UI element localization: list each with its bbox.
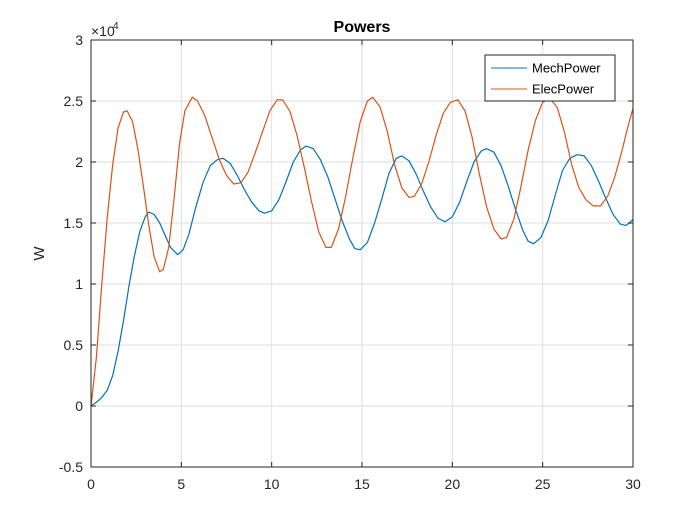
series-layer xyxy=(90,96,634,407)
y-axis-exponent: ×10 4 xyxy=(91,21,119,39)
chart-title: Powers xyxy=(334,19,391,36)
y-tick-label: 1 xyxy=(75,276,83,292)
x-tick-label: 20 xyxy=(445,476,461,492)
y-tick-label: -0.5 xyxy=(59,459,83,475)
series-line-mechpower xyxy=(90,145,634,407)
x-tick-label: 30 xyxy=(625,476,641,492)
axis-ticks xyxy=(90,39,634,468)
y-exponent-base: ×10 xyxy=(91,23,115,39)
y-tick-label: 0.5 xyxy=(64,337,84,353)
legend-label-mechpower: MechPower xyxy=(532,61,601,76)
legend-label-elecpower: ElecPower xyxy=(532,82,595,97)
axis-tick-labels: 0 5 10 15 20 25 30-0.500.511.522.53 xyxy=(59,32,641,492)
y-tick-label: 2 xyxy=(75,154,83,170)
legend-box xyxy=(484,54,616,102)
x-tick-label: 0 xyxy=(87,476,95,492)
y-tick-label: 3 xyxy=(75,32,83,48)
series-line-elecpower xyxy=(90,96,634,407)
x-tick-label: 25 xyxy=(535,476,551,492)
y-tick-label: 2.5 xyxy=(64,93,84,109)
y-exponent-power: 4 xyxy=(113,21,119,32)
x-tick-label: 5 xyxy=(177,476,185,492)
x-tick-label: 10 xyxy=(264,476,280,492)
y-tick-label: 0 xyxy=(75,398,83,414)
legend: MechPower ElecPower xyxy=(484,54,616,102)
x-tick-label: 15 xyxy=(354,476,370,492)
y-axis-label: W xyxy=(31,246,48,261)
y-tick-label: 1.5 xyxy=(64,215,84,231)
